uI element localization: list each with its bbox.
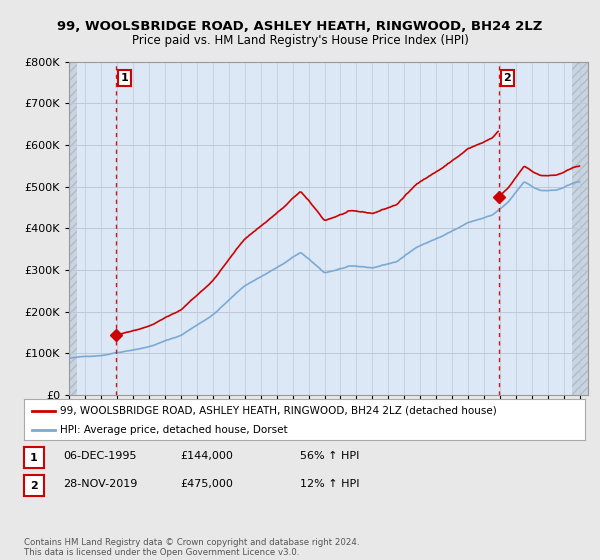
Text: 1: 1	[121, 73, 128, 83]
Text: Price paid vs. HM Land Registry's House Price Index (HPI): Price paid vs. HM Land Registry's House …	[131, 34, 469, 46]
Bar	[572, 62, 588, 395]
Text: 2: 2	[30, 480, 38, 491]
Text: HPI: Average price, detached house, Dorset: HPI: Average price, detached house, Dors…	[61, 424, 288, 435]
Bar	[69, 62, 77, 395]
Text: 06-DEC-1995: 06-DEC-1995	[63, 451, 137, 461]
Text: 1: 1	[30, 452, 38, 463]
Text: 28-NOV-2019: 28-NOV-2019	[63, 479, 137, 489]
Text: 56% ↑ HPI: 56% ↑ HPI	[300, 451, 359, 461]
Text: 99, WOOLSBRIDGE ROAD, ASHLEY HEATH, RINGWOOD, BH24 2LZ: 99, WOOLSBRIDGE ROAD, ASHLEY HEATH, RING…	[58, 20, 542, 32]
Text: 99, WOOLSBRIDGE ROAD, ASHLEY HEATH, RINGWOOD, BH24 2LZ (detached house): 99, WOOLSBRIDGE ROAD, ASHLEY HEATH, RING…	[61, 405, 497, 416]
Text: £144,000: £144,000	[180, 451, 233, 461]
Text: £475,000: £475,000	[180, 479, 233, 489]
Text: 12% ↑ HPI: 12% ↑ HPI	[300, 479, 359, 489]
Text: 2: 2	[503, 73, 511, 83]
Text: Contains HM Land Registry data © Crown copyright and database right 2024.
This d: Contains HM Land Registry data © Crown c…	[24, 538, 359, 557]
